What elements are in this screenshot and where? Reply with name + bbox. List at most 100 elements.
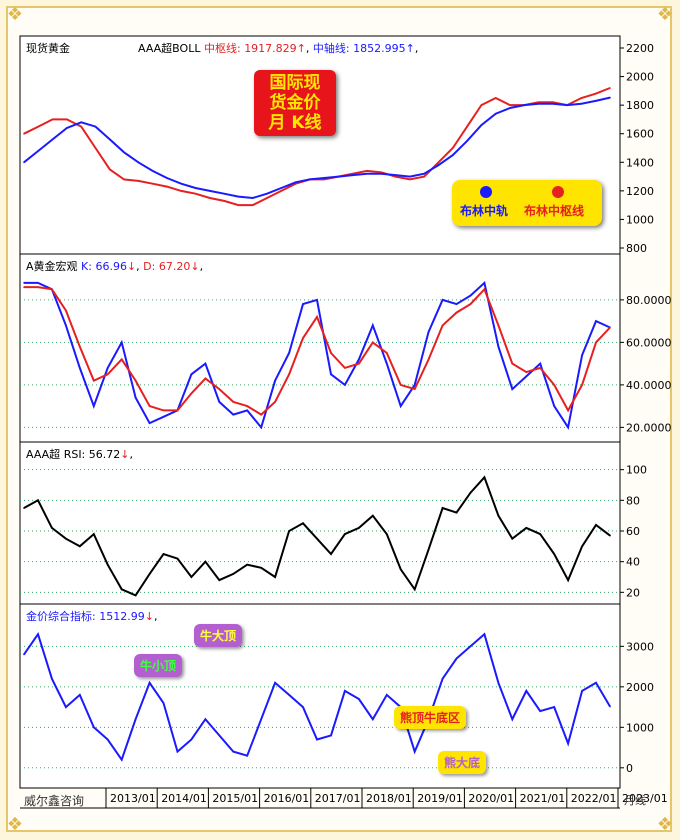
data-point bbox=[23, 161, 25, 164]
data-point bbox=[237, 204, 240, 206]
data-point bbox=[51, 288, 53, 291]
data-point bbox=[413, 388, 416, 390]
data-point bbox=[274, 401, 276, 403]
y-tick-label: 60 bbox=[626, 525, 640, 538]
data-point bbox=[372, 341, 374, 344]
data-point bbox=[372, 514, 374, 517]
data-point bbox=[260, 426, 262, 429]
down-arrow-icon: ↓ bbox=[144, 610, 154, 623]
data-point bbox=[451, 147, 454, 149]
data-point bbox=[232, 401, 235, 403]
data-point bbox=[330, 352, 332, 354]
data-point bbox=[380, 171, 383, 174]
data-point bbox=[223, 200, 225, 202]
data-point bbox=[288, 694, 290, 696]
data-point bbox=[423, 175, 425, 178]
d-value: 67.20 bbox=[158, 260, 191, 273]
data-point bbox=[23, 282, 25, 284]
gold-header: 金价综合指标: 1512.99↓, bbox=[26, 610, 158, 623]
data-point bbox=[120, 588, 123, 591]
data-point bbox=[92, 533, 95, 535]
data-point bbox=[251, 197, 254, 199]
data-point bbox=[595, 341, 597, 344]
data-point bbox=[539, 362, 542, 365]
data-point bbox=[246, 405, 249, 407]
k-label: K: bbox=[81, 260, 92, 273]
legend-box: 布林中轨 布林中枢线 bbox=[452, 180, 602, 226]
data-point bbox=[595, 320, 597, 322]
data-point bbox=[176, 750, 179, 753]
year-label: 2015/01 bbox=[212, 792, 258, 805]
data-point bbox=[385, 352, 388, 354]
data-point bbox=[511, 718, 514, 721]
data-point bbox=[79, 694, 81, 696]
data-point bbox=[246, 563, 249, 566]
data-point bbox=[232, 573, 235, 575]
data-point bbox=[494, 112, 497, 115]
y-tick-label: 1200 bbox=[626, 185, 654, 198]
data-point bbox=[566, 104, 568, 106]
data-point bbox=[302, 303, 304, 305]
data-point bbox=[413, 384, 416, 386]
data-point bbox=[358, 362, 360, 365]
up-arrow-icon: ↑ bbox=[296, 42, 306, 55]
data-point bbox=[441, 299, 444, 301]
data-point bbox=[106, 373, 109, 376]
data-point bbox=[65, 537, 67, 540]
year-label: 2014/01 bbox=[161, 792, 207, 805]
data-point bbox=[232, 413, 235, 416]
data-point bbox=[594, 100, 597, 102]
legend-dot-red bbox=[552, 186, 564, 198]
data-point bbox=[323, 177, 325, 179]
series-line-1-2 bbox=[23, 96, 611, 200]
data-point bbox=[288, 373, 290, 376]
data-point bbox=[94, 147, 97, 149]
data-point bbox=[609, 534, 611, 537]
data-point bbox=[394, 174, 397, 176]
data-point bbox=[372, 718, 374, 721]
data-point bbox=[609, 705, 611, 708]
data-point bbox=[509, 104, 511, 106]
data-point bbox=[525, 375, 528, 378]
data-point bbox=[190, 392, 193, 395]
data-point bbox=[552, 102, 554, 105]
data-point bbox=[204, 362, 207, 365]
kd-header: A黄金宏观 K: 66.96↓, D: 67.20↓, bbox=[26, 260, 204, 273]
gold-value: 1512.99 bbox=[99, 610, 145, 623]
data-point bbox=[79, 545, 81, 548]
data-point bbox=[469, 645, 472, 648]
y-tick-label: 2000 bbox=[626, 681, 654, 694]
data-point bbox=[266, 192, 268, 195]
data-point bbox=[79, 345, 81, 348]
data-point bbox=[539, 533, 542, 535]
data-point bbox=[218, 401, 221, 403]
data-point bbox=[427, 330, 430, 333]
title-line-1: 国际现 bbox=[269, 73, 321, 93]
data-point bbox=[65, 309, 67, 312]
data-point bbox=[553, 553, 555, 555]
data-point bbox=[123, 178, 125, 181]
data-point bbox=[385, 694, 388, 696]
boll-label: AAA超BOLL bbox=[138, 42, 201, 55]
down-arrow-icon: ↓ bbox=[190, 260, 200, 273]
data-point bbox=[366, 172, 368, 175]
data-point bbox=[137, 161, 140, 164]
data-point bbox=[497, 345, 500, 348]
data-point bbox=[609, 326, 611, 329]
mid-pivot-label: 中枢线: bbox=[203, 42, 241, 55]
year-label: 2016/01 bbox=[264, 792, 310, 805]
data-point bbox=[148, 681, 151, 684]
data-point bbox=[423, 172, 425, 175]
data-point bbox=[344, 533, 346, 535]
data-point bbox=[79, 367, 81, 369]
data-point bbox=[399, 384, 402, 386]
data-point bbox=[316, 738, 318, 741]
data-point bbox=[120, 358, 123, 361]
data-point bbox=[37, 150, 40, 152]
year-label: 2021/01 bbox=[520, 792, 566, 805]
year-label: 2022/01 bbox=[571, 792, 617, 805]
data-point bbox=[209, 197, 211, 199]
data-point bbox=[511, 362, 514, 365]
data-point bbox=[483, 633, 486, 635]
data-point bbox=[539, 710, 542, 712]
